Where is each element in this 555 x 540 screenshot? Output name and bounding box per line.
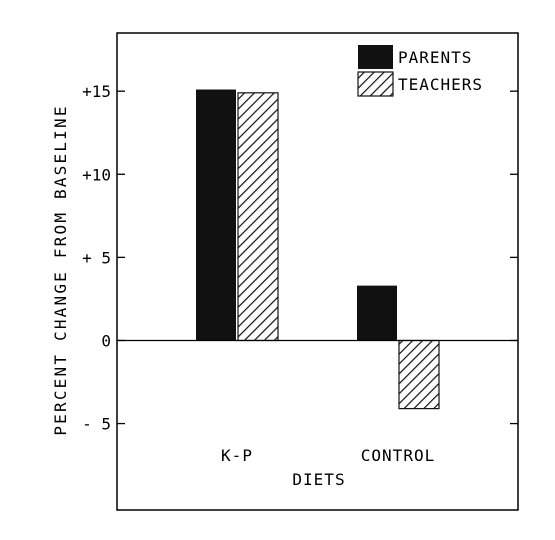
x-category-label-k-p: K-P <box>221 446 253 465</box>
y-tick-label: +10 <box>82 165 111 184</box>
y-axis-label: PERCENT CHANGE FROM BASELINE <box>51 104 70 435</box>
bar-parents-control <box>357 285 397 341</box>
legend-label-parents: PARENTS <box>398 48 472 67</box>
x-category-label-control: CONTROL <box>361 446 435 465</box>
legend-swatch-parents <box>358 45 393 69</box>
bar-teachers-k-p <box>237 92 279 342</box>
legend: PARENTS TEACHERS <box>357 45 483 97</box>
x-axis-label: DIETS <box>292 470 345 489</box>
y-axis-ticks: +15 +10 + 5 0 - 5 <box>82 82 518 434</box>
bar-parents-k-p <box>196 89 236 341</box>
plot-frame <box>116 32 519 511</box>
y-tick-label: - 5 <box>82 415 111 434</box>
y-tick-label: + 5 <box>82 248 111 267</box>
bar-teachers-control <box>398 339 440 410</box>
y-tick-label: 0 <box>101 331 111 350</box>
y-tick-label: +15 <box>82 82 111 101</box>
x-axis-category-labels: K-P CONTROL <box>221 446 435 465</box>
legend-swatch-teachers <box>357 71 394 97</box>
legend-label-teachers: TEACHERS <box>398 75 483 94</box>
bars <box>196 89 440 410</box>
